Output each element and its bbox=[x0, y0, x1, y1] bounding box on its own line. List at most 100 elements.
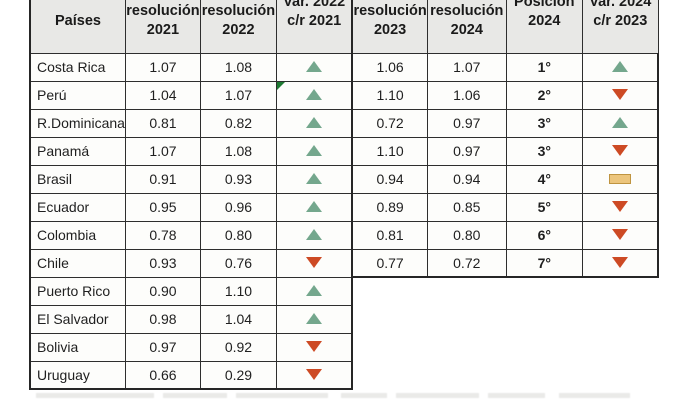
up-indicator-icon bbox=[306, 285, 323, 296]
variation-cell bbox=[581, 192, 660, 222]
value-cell: 0.72 bbox=[351, 108, 428, 138]
header-line1: Var. 2022 bbox=[283, 0, 346, 11]
header-line1: Países bbox=[54, 12, 101, 29]
resolution-comparison-table: Países resolución 2021 resolución 2022 Var. 2… bbox=[28, 0, 660, 390]
header-cell-1: resolución 2021 bbox=[124, 0, 201, 54]
position-cell: 4° bbox=[505, 164, 583, 194]
down-indicator-icon bbox=[612, 201, 629, 212]
table-row: Bolivia 0.97 0.92 bbox=[28, 332, 659, 362]
country-cell: Panamá bbox=[28, 136, 126, 166]
up-indicator-icon bbox=[612, 117, 629, 128]
country-cell: Perú bbox=[28, 80, 126, 110]
variation-cell bbox=[275, 52, 354, 82]
header-cell-6: Posición 2024 bbox=[505, 0, 583, 54]
variation-cell bbox=[275, 248, 354, 278]
country-cell: R.Dominicana bbox=[28, 108, 126, 138]
value-cell: 0.93 bbox=[199, 164, 277, 194]
down-indicator-icon bbox=[612, 145, 629, 156]
position-cell: 2° bbox=[505, 80, 583, 110]
position-cell: 7° bbox=[505, 248, 583, 278]
header-cell-0: Países bbox=[28, 0, 126, 54]
header-cell-2: resolución 2022 bbox=[199, 0, 277, 54]
country-cell: Ecuador bbox=[28, 192, 126, 222]
down-indicator-icon bbox=[612, 256, 629, 268]
up-indicator-icon bbox=[306, 313, 323, 324]
header-cell-5: resolución 2024 bbox=[426, 0, 507, 54]
value-cell: 1.10 bbox=[351, 136, 428, 166]
value-cell: 0.72 bbox=[426, 248, 507, 278]
variation-cell bbox=[275, 276, 354, 306]
variation-cell bbox=[275, 164, 354, 194]
up-indicator-icon bbox=[306, 117, 323, 128]
variation-cell bbox=[581, 164, 660, 194]
up-indicator-icon bbox=[306, 61, 323, 72]
value-cell: 0.77 bbox=[351, 248, 428, 278]
variation-cell bbox=[581, 220, 660, 250]
header-line1: resolución bbox=[353, 3, 427, 20]
header-line2: 2021 bbox=[146, 22, 180, 39]
value-cell: 0.81 bbox=[351, 220, 428, 250]
header-line1: Var. 2024 bbox=[589, 0, 652, 11]
down-indicator-icon bbox=[306, 368, 323, 380]
up-indicator-icon bbox=[612, 61, 629, 72]
table-row: Perú 1.04 1.07 1.10 1.06 2° bbox=[28, 80, 660, 110]
table-body: Costa Rica 1.07 1.08 1.06 1.07 1° Perú 1.04 1.07… bbox=[28, 52, 660, 390]
position-cell: 3° bbox=[505, 108, 583, 138]
up-indicator-icon bbox=[306, 201, 323, 212]
value-cell: 0.80 bbox=[426, 220, 507, 250]
value-cell: 0.89 bbox=[351, 192, 428, 222]
value-cell: 0.97 bbox=[124, 332, 201, 362]
header-line2: 2022 bbox=[222, 22, 255, 39]
empty-region bbox=[352, 333, 659, 361]
header-line2: 2024 bbox=[528, 13, 561, 30]
header-line2: 2023 bbox=[373, 22, 407, 39]
variation-cell bbox=[275, 220, 354, 250]
country-cell: Colombia bbox=[28, 220, 126, 250]
down-indicator-icon bbox=[306, 341, 323, 352]
value-cell: 0.81 bbox=[124, 108, 201, 138]
value-cell: 0.85 bbox=[426, 192, 507, 222]
table-row: El Salvador 0.98 1.04 bbox=[28, 304, 659, 334]
value-cell: 1.10 bbox=[351, 80, 428, 110]
variation-cell bbox=[581, 80, 660, 110]
header-line2: c/r 2023 bbox=[593, 13, 648, 30]
empty-region bbox=[352, 277, 659, 305]
country-cell: Costa Rica bbox=[28, 52, 126, 82]
up-indicator-icon bbox=[306, 145, 323, 156]
table-header-row: Países resolución 2021 resolución 2022 Var. 2… bbox=[28, 0, 659, 54]
value-cell: 0.92 bbox=[199, 332, 277, 362]
value-cell: 0.91 bbox=[124, 164, 201, 194]
header-cell-3: Var. 2022 c/r 2021 bbox=[275, 0, 354, 54]
table-row: Uruguay 0.66 0.29 bbox=[28, 360, 659, 390]
table-row: Brasil 0.91 0.93 0.94 0.94 4° bbox=[28, 164, 660, 194]
position-cell: 1° bbox=[505, 52, 583, 82]
down-indicator-icon bbox=[612, 229, 629, 240]
value-cell: 1.08 bbox=[199, 52, 277, 82]
value-cell: 0.95 bbox=[124, 192, 201, 222]
position-cell: 5° bbox=[505, 192, 583, 222]
table-row: Costa Rica 1.07 1.08 1.06 1.07 1° bbox=[28, 52, 660, 82]
table-row: Ecuador 0.95 0.96 0.89 0.85 5° bbox=[28, 192, 660, 222]
variation-cell bbox=[275, 332, 354, 362]
header-cell-7: Var. 2024 c/r 2023 bbox=[581, 0, 659, 54]
clipped-caption-text bbox=[36, 393, 656, 400]
value-cell: 0.80 bbox=[199, 220, 277, 250]
position-cell: 6° bbox=[505, 220, 583, 250]
value-cell: 0.97 bbox=[426, 136, 507, 166]
header-row: Países resolución 2021 resolución 2022 Var. 2… bbox=[28, 0, 659, 54]
header-line1: resolución bbox=[126, 3, 200, 20]
header-line1: resolución bbox=[430, 3, 504, 20]
up-indicator-icon bbox=[306, 229, 323, 240]
variation-cell bbox=[275, 108, 354, 138]
table-row: Colombia 0.78 0.80 0.81 0.80 6° bbox=[28, 220, 660, 250]
variation-cell bbox=[275, 80, 354, 110]
up-indicator-icon bbox=[306, 89, 323, 100]
header-line1: resolución bbox=[201, 3, 276, 20]
table-row: Panamá 1.07 1.08 1.10 0.97 3° bbox=[28, 136, 660, 166]
value-cell: 0.76 bbox=[199, 248, 277, 278]
header-line2: c/r 2021 bbox=[287, 13, 342, 30]
value-cell: 0.82 bbox=[199, 108, 277, 138]
country-cell: Puerto Rico bbox=[28, 276, 126, 306]
country-cell: El Salvador bbox=[28, 304, 126, 334]
